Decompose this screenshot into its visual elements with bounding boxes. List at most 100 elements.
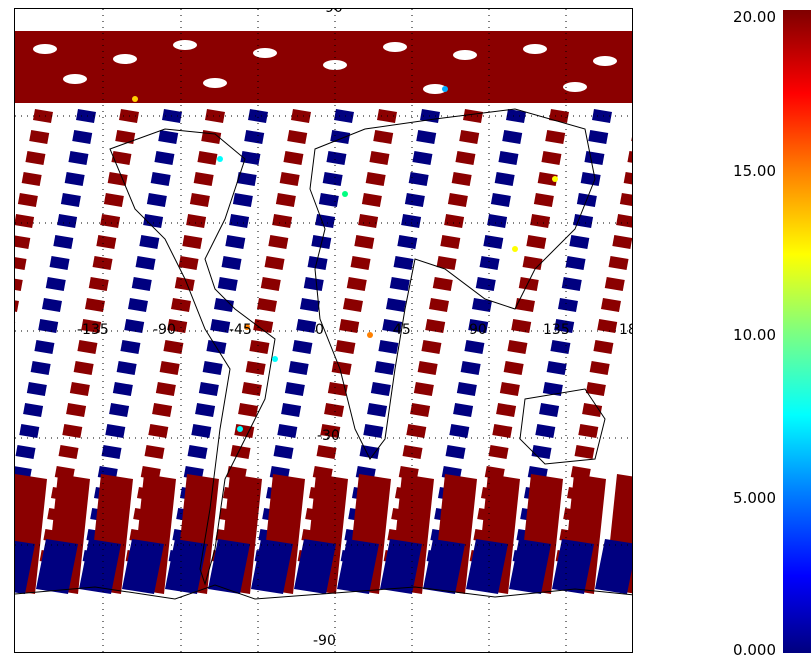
swath-segment [370, 382, 391, 396]
swath-segment [116, 361, 137, 375]
swath-segment [479, 256, 500, 270]
swath-segment [389, 277, 410, 291]
swath-segment [248, 109, 268, 123]
swath-segment [463, 109, 483, 123]
swath-segment [284, 382, 305, 396]
swath-segment [38, 319, 59, 333]
swath-segment [451, 172, 472, 186]
swath-segment [96, 235, 117, 249]
swath-segment [115, 130, 136, 144]
data-speckle [132, 96, 138, 102]
swath-segment [17, 193, 38, 207]
swath-segment [322, 172, 343, 186]
swath-segment [413, 382, 434, 396]
swath-segment [73, 361, 94, 375]
southern-swath-blue [15, 540, 35, 594]
swath-segment [550, 340, 571, 354]
swath-segment [554, 319, 575, 333]
swath-segment [21, 172, 42, 186]
swath-segment [264, 256, 285, 270]
colorbar-tick-0: 0.000 [733, 641, 776, 659]
data-speckle [552, 176, 558, 182]
swath-segment [154, 151, 175, 165]
swath-segment [124, 319, 145, 333]
southern-swath-blue [337, 539, 379, 594]
swath-segment [382, 319, 403, 333]
swath-segment [530, 214, 551, 228]
swath-segment [358, 214, 379, 228]
ice-hole [423, 84, 447, 94]
southern-swath-blue [380, 539, 422, 594]
swath-segment [174, 277, 195, 291]
swath-segment [88, 277, 109, 291]
swath-segment [593, 340, 614, 354]
swath-segment [58, 445, 79, 459]
swath-segment [303, 277, 324, 291]
swath-segment [453, 403, 474, 417]
swath-segment [112, 382, 133, 396]
swath-segment [49, 256, 70, 270]
swath-segment [616, 214, 632, 228]
swath-segment [589, 361, 610, 375]
swath-segment [339, 319, 360, 333]
swath-segment [561, 277, 582, 291]
lat-label-90: 90 [325, 8, 343, 16]
southern-swath-blue [294, 539, 336, 594]
swath-segment [69, 382, 90, 396]
swath-segment [334, 109, 354, 123]
swath-segment [492, 424, 513, 438]
lon-label-90: 90 [469, 322, 487, 338]
swath-segment [277, 424, 298, 438]
lon-label-180: 180 [619, 322, 632, 338]
swath-segment [444, 214, 465, 228]
swath-segment [326, 151, 347, 165]
swath-segment [447, 193, 468, 207]
swath-segment [574, 445, 595, 459]
ice-hole [63, 74, 87, 84]
swath-segment [369, 151, 390, 165]
swath-segment [249, 340, 270, 354]
ice-hole [453, 50, 477, 60]
lon-label-minus90: -90 [153, 322, 176, 338]
swath-segment [397, 235, 418, 249]
swath-segment [260, 277, 281, 291]
swath-segment [408, 172, 429, 186]
swath-segment [66, 403, 87, 417]
swath-segment [229, 214, 250, 228]
ice-hole [383, 42, 407, 52]
map-frame: 90 30 -30 -90 -135 -90 -45 0 45 90 135 1… [14, 8, 633, 653]
swath-segment [77, 340, 98, 354]
swath-segment [459, 130, 480, 144]
swath-segment [502, 130, 523, 144]
swath-segment [402, 445, 423, 459]
swath-segment [189, 193, 210, 207]
colorbar-tick-5: 5.000 [733, 489, 776, 507]
southern-swath-blue [79, 539, 121, 594]
swath-segment [436, 256, 457, 270]
swath-segment [144, 445, 165, 459]
swath-segment [455, 151, 476, 165]
swath-segment [187, 445, 208, 459]
ice-hole [523, 44, 547, 54]
swath-segment [359, 445, 380, 459]
lat-label-minus30: -30 [317, 428, 340, 444]
swath-segment [514, 298, 535, 312]
swath-segment [490, 193, 511, 207]
swath-segment [597, 319, 618, 333]
swath-segment [163, 340, 184, 354]
swath-segment [15, 445, 36, 459]
swath-segment [456, 382, 477, 396]
swath-segment [127, 298, 148, 312]
swath-segment [449, 424, 470, 438]
swath-segment [507, 340, 528, 354]
swath-segment [331, 361, 352, 375]
swath-segment [158, 130, 179, 144]
swath-segment [585, 382, 606, 396]
swath-segment [64, 172, 85, 186]
swath-segment [365, 172, 386, 186]
swath-segment [460, 361, 481, 375]
swath-segment [291, 109, 311, 123]
ice-hole [253, 48, 277, 58]
southern-swath-blue [509, 539, 551, 594]
swath-segment [68, 151, 89, 165]
